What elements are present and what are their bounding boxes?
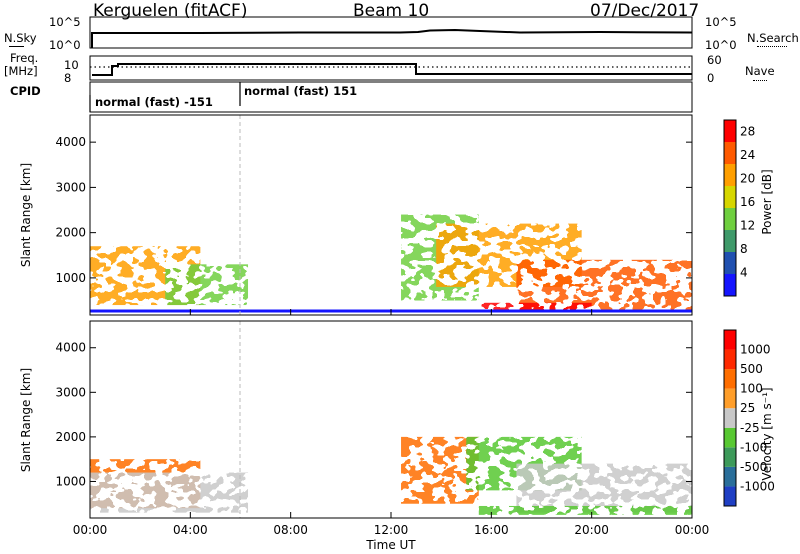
colorbar-tick-label: 28	[740, 125, 755, 139]
colorbar-tick-label: 1000	[740, 343, 771, 357]
nsky-legend-line	[9, 46, 24, 47]
colorbar-swatch	[724, 427, 736, 448]
nave-label: Nave	[745, 64, 775, 78]
colorbar-frame	[723, 119, 737, 297]
nsearch-legend-line	[757, 46, 787, 47]
y-tick-label: 4000	[55, 135, 86, 149]
colorbar-tick-label: 100	[740, 382, 763, 396]
x-tick-label: 04:00	[173, 523, 208, 537]
cpid-segment-1: normal (fast) -151	[95, 95, 213, 109]
nave-tick-high: 60	[707, 53, 722, 67]
y-tick-label: 1000	[55, 271, 86, 285]
cpid-segment-2: normal (fast) 151	[244, 84, 358, 98]
power-x-ticks	[89, 309, 693, 315]
y-tick-label: 3000	[55, 180, 86, 194]
velocity-x-ticks: 00:00 04:00 08:00 12:00 16:00 20:00 00:00	[73, 512, 710, 537]
velocity-ylabel: Slant Range [km]	[19, 368, 33, 472]
colorbar-swatch	[724, 369, 736, 389]
colorbar-swatch	[724, 349, 736, 370]
x-axis-title: Time UT	[365, 538, 416, 552]
x-tick-label: 08:00	[273, 523, 308, 537]
power-colorbar: 28 24 20 16 12 8 4	[723, 119, 755, 297]
colorbar-tick-label: 16	[740, 195, 755, 209]
velocity-panel: 4000 3000 2000 1000 00:00 04:00 08:00 12:00 16:…	[55, 320, 710, 537]
colorbar-tick-label: 8	[740, 242, 748, 256]
y-tick-label: 2000	[55, 226, 86, 240]
velocity-data	[90, 436, 692, 515]
velocity-cbar-label: Velocity [m s⁻¹]	[760, 387, 774, 480]
power-cbar-label: Power [dB]	[760, 169, 774, 234]
data-region-2	[90, 472, 249, 513]
cpid-label: CPID	[10, 84, 41, 98]
nsearch-tick-high: 10^5	[705, 15, 737, 29]
y-tick-label: 2000	[55, 430, 86, 444]
x-tick-label: 20:00	[574, 523, 609, 537]
colorbar-frame	[723, 329, 737, 507]
y-tick-label: 4000	[55, 341, 86, 355]
beam-title: Beam 10	[353, 1, 430, 21]
colorbar-swatch	[724, 230, 736, 252]
colorbar-tick-label: 12	[740, 219, 755, 233]
date-title: 07/Dec/2017	[590, 1, 700, 21]
cpid-frame	[89, 81, 693, 113]
data-region-6	[478, 505, 692, 515]
data-region-5	[516, 259, 692, 310]
colorbar-swatch	[724, 142, 736, 164]
colorbar-tick-label: -500	[740, 460, 767, 474]
station-title: Kerguelen (fitACF)	[93, 1, 248, 21]
colorbar-tick-label: -100	[740, 440, 767, 454]
colorbar-swatch	[724, 486, 736, 506]
colorbar-swatch	[724, 186, 736, 208]
colorbar-swatch	[724, 408, 736, 428]
y-tick-label: 3000	[55, 385, 86, 399]
colorbar-tick-label: -25	[740, 421, 760, 435]
colorbar-swatch	[724, 466, 736, 487]
colorbar-tick-label: 25	[740, 401, 755, 415]
colorbar-swatch	[724, 208, 736, 230]
y-tick-label: 1000	[55, 474, 86, 488]
colorbar-swatch	[724, 164, 736, 186]
x-tick-label: 12:00	[374, 523, 409, 537]
freq-unit-label: [MHz]	[4, 64, 38, 78]
data-region-2	[165, 264, 249, 306]
nsky-label: N.Sky	[4, 31, 37, 45]
colorbar-swatch	[724, 274, 736, 296]
colorbar-swatch	[724, 120, 736, 142]
freq-tick-low: 8	[64, 71, 72, 85]
colorbar-swatch	[724, 252, 736, 274]
freq-label: Freq.	[10, 51, 39, 65]
nsearch-tick-low: 10^0	[705, 38, 737, 52]
x-tick-label: 16:00	[474, 523, 509, 537]
colorbar-swatch	[724, 330, 736, 350]
power-data	[90, 214, 692, 312]
colorbar-tick-label: 500	[740, 362, 763, 376]
power-y-ticks: 4000 3000 2000 1000	[55, 135, 692, 285]
nsky-trace	[91, 28, 693, 48]
nsky-tick-low: 10^0	[49, 38, 81, 52]
freq-frame	[89, 55, 693, 81]
nave-legend-line	[753, 80, 767, 81]
nave-tick-low: 0	[707, 71, 715, 85]
nsky-tick-high: 10^5	[49, 15, 81, 29]
colorbar-tick-label: 24	[740, 148, 755, 162]
freq-trace	[92, 63, 692, 76]
x-tick-label: 00:00	[675, 523, 710, 537]
data-region-3	[401, 436, 479, 504]
colorbar-tick-label: -1000	[740, 479, 775, 493]
colorbar-tick-label: 4	[740, 266, 748, 280]
power-ylabel: Slant Range [km]	[19, 163, 33, 267]
x-tick-label: 00:00	[73, 523, 108, 537]
freq-tick-high: 10	[64, 58, 79, 72]
data-region-5	[516, 463, 692, 513]
velocity-y-ticks: 4000 3000 2000 1000	[55, 341, 692, 488]
colorbar-swatch	[724, 447, 736, 467]
colorbar-tick-label: 20	[740, 172, 755, 186]
velocity-colorbar: 1000 500 100 25 -25 -100 -500 -1000	[723, 329, 775, 507]
data-region-6	[478, 302, 592, 312]
power-panel: 4000 3000 2000 1000	[55, 114, 693, 316]
nsearch-label: N.Search	[747, 31, 799, 45]
colorbar-swatch	[724, 388, 736, 409]
